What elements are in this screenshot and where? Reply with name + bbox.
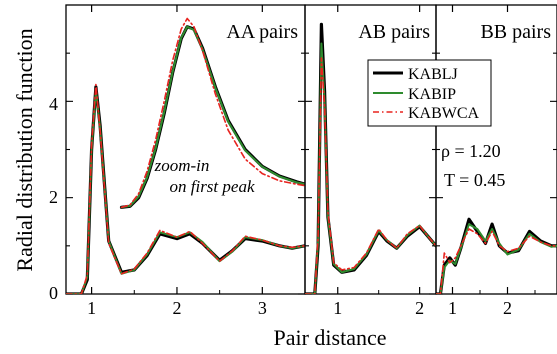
rdf-series-kabwca bbox=[66, 83, 305, 294]
zoom-annotation-line1: zoom-in bbox=[154, 156, 210, 175]
x-tick-label: 2 bbox=[172, 298, 181, 318]
x-tick-label: 1 bbox=[448, 298, 457, 318]
x-tick-label: 3 bbox=[258, 298, 267, 318]
inset-series-kabwca bbox=[120, 17, 305, 209]
zoom-annotation-line2: on first peak bbox=[170, 177, 255, 196]
inset-series-kabip bbox=[120, 25, 305, 209]
y-tick-label-0: 0 bbox=[49, 283, 58, 303]
rdf-series-kabwca bbox=[305, 57, 436, 294]
y-tick-label-4: 4 bbox=[49, 94, 58, 114]
panel-title: BB pairs bbox=[480, 21, 551, 43]
y-axis-label: Radial distribution function bbox=[12, 28, 37, 271]
legend: KABLJ KABIP KABWCA bbox=[367, 59, 492, 127]
panel-2: 1 2 BB pairs bbox=[435, 4, 557, 318]
x-tick-label: 2 bbox=[503, 298, 512, 318]
x-tick-label: 1 bbox=[333, 298, 342, 318]
x-axis-label: Pair distance bbox=[273, 325, 386, 350]
x-tick-label: 2 bbox=[415, 298, 424, 318]
rdf-series-kabwca bbox=[436, 228, 557, 294]
rdf-series-kablj bbox=[436, 217, 557, 294]
rdf-series-kabip bbox=[436, 223, 557, 294]
legend-label-kabwca: KABWCA bbox=[408, 105, 480, 122]
panel-0: 1 2 3 AA pairs bbox=[65, 4, 306, 318]
y-tick-label-2: 2 bbox=[49, 187, 58, 207]
panels: 1 2 3 AA pairs 1 2 AB pairs 1 2 BB pairs bbox=[65, 4, 557, 318]
rho-annotation: ρ = 1.20 bbox=[441, 141, 501, 161]
temperature-annotation: T = 0.45 bbox=[444, 170, 505, 190]
x-tick-label: 1 bbox=[87, 298, 96, 318]
panel-1: 1 2 AB pairs bbox=[304, 4, 437, 318]
panel-title: AA pairs bbox=[226, 21, 298, 43]
legend-label-kablj: KABLJ bbox=[408, 66, 458, 83]
legend-label-kabip: KABIP bbox=[408, 86, 456, 103]
panel-title: AB pairs bbox=[358, 21, 430, 43]
